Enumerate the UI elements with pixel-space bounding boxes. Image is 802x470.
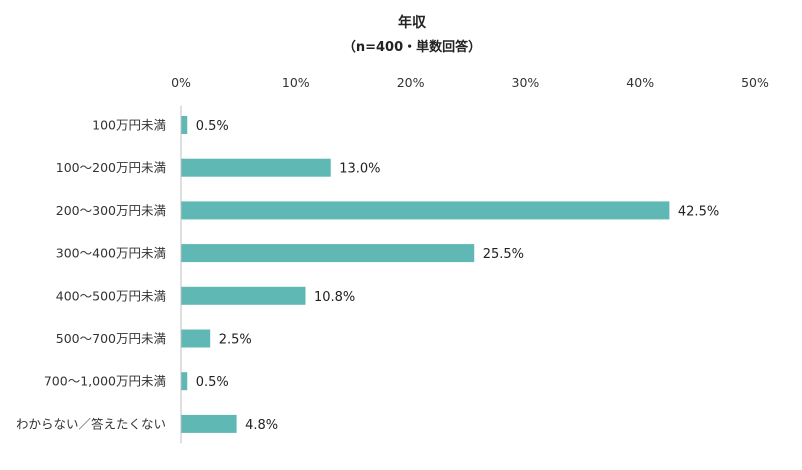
category-label: 700～1,000万円未満 [44, 374, 166, 389]
category-label: 500～700万円未満 [56, 331, 166, 346]
x-tick-label: 20% [397, 75, 425, 90]
category-label: わからない／答えたくない [16, 416, 166, 431]
bar [181, 158, 331, 177]
bar [181, 329, 211, 348]
category-label: 400～500万円未満 [56, 288, 166, 303]
category-label: 200～300万円未満 [56, 203, 166, 218]
x-tick-label: 0% [171, 75, 191, 90]
chart-title: 年収 [398, 14, 427, 31]
data-label: 42.5% [678, 204, 719, 219]
bar [181, 201, 670, 220]
x-tick-label: 50% [741, 75, 769, 90]
data-label: 10.8% [314, 290, 355, 305]
x-tick-label: 30% [512, 75, 540, 90]
chart-subtitle: （n=400・単数回答） [343, 39, 481, 55]
data-label: 13.0% [339, 162, 380, 177]
bar [181, 414, 237, 433]
category-label: 100～200万円未満 [56, 160, 166, 175]
bars [181, 116, 670, 433]
bar [181, 116, 188, 134]
bar [181, 372, 188, 391]
x-tick-label: 10% [282, 75, 310, 90]
data-label: 2.5% [219, 333, 252, 348]
x-tick-label: 40% [626, 75, 654, 90]
data-label: 0.5% [196, 375, 229, 390]
data-label: 0.5% [196, 119, 229, 134]
category-labels: 100万円未満 100～200万円未満 200～300万円未満 300～400万円未満… [16, 118, 166, 432]
data-label: 4.8% [245, 418, 278, 433]
category-label: 300～400万円未満 [56, 246, 166, 261]
bar [181, 286, 306, 305]
data-label: 25.5% [483, 247, 524, 262]
value-labels: 0.5% 13.0% 42.5% 25.5% 10.8% 2.5% 0.5% 4.8% [196, 119, 719, 433]
x-axis-ticks: 0% 10% 20% 30% 40% 50% [171, 75, 769, 90]
bar [181, 244, 475, 263]
category-label: 100万円未満 [92, 118, 166, 133]
